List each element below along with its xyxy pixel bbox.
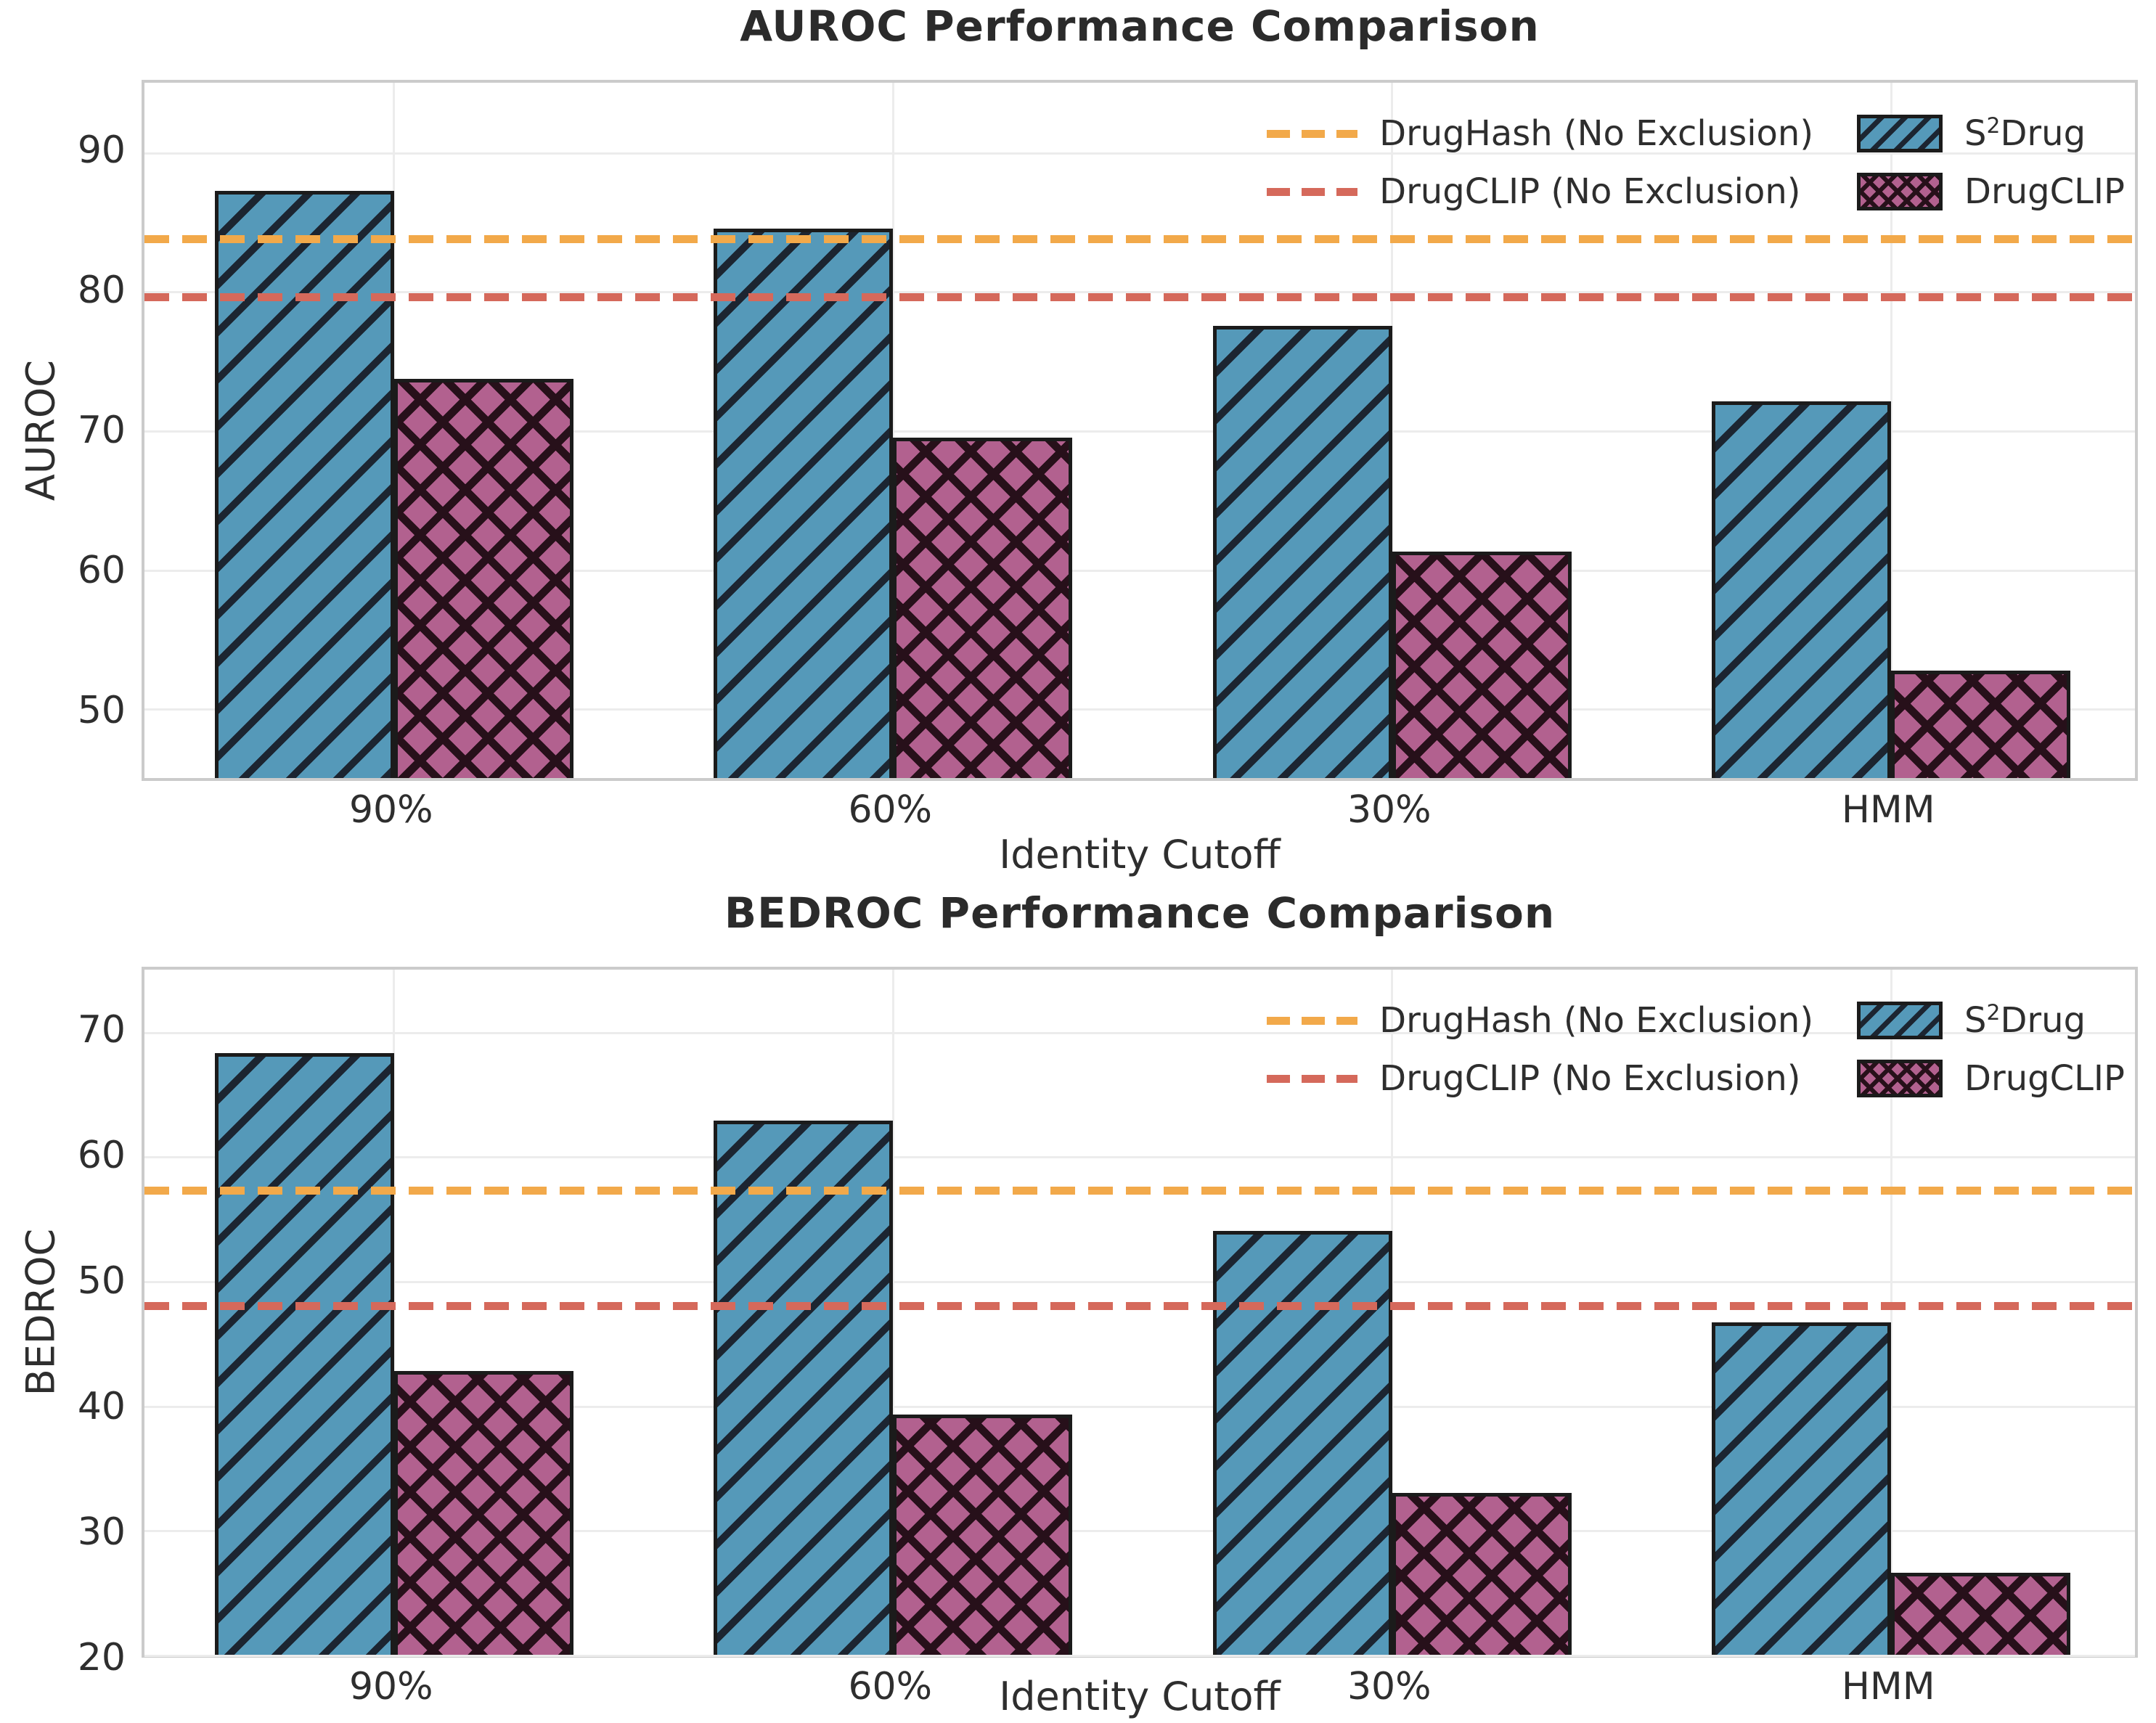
y-tick-label: 70 xyxy=(77,1007,126,1052)
h-gridline xyxy=(144,1530,2135,1533)
legend-entry-drugclip: DrugCLIP xyxy=(1857,1058,2125,1099)
bar-drugclip xyxy=(393,1370,573,1655)
legend-entry-drugclip-no-exclusion: DrugCLIP (No Exclusion) xyxy=(1267,171,1813,212)
h-gridline xyxy=(144,291,2135,294)
h-gridline xyxy=(144,1281,2135,1284)
dashed-line-sample xyxy=(1267,1016,1358,1025)
chart-title: AUROC Performance Comparison xyxy=(740,1,1540,51)
y-tick-label: 90 xyxy=(77,128,126,172)
bar-s2drug xyxy=(714,229,894,778)
x-tick-label: HMM xyxy=(1841,1665,1935,1708)
v-gridline xyxy=(891,970,894,1655)
legend-entry-drughash-no-exclusion: DrugHash (No Exclusion) xyxy=(1267,1000,1813,1041)
ref-line-drugclip-no-exclusion xyxy=(144,293,2135,302)
x-tick-label: 90% xyxy=(348,1665,433,1708)
x-axis-label: Identity Cutoff xyxy=(999,832,1281,877)
h-gridline xyxy=(144,430,2135,433)
y-axis-label: BEDROC xyxy=(17,1228,64,1396)
bar-s2drug xyxy=(1212,326,1392,778)
dashed-line-sample xyxy=(1267,1074,1358,1083)
h-gridline xyxy=(144,152,2135,155)
x-tick-label: 30% xyxy=(1347,788,1432,832)
ref-line-drugclip-no-exclusion xyxy=(144,1302,2135,1311)
chart-title: BEDROC Performance Comparison xyxy=(724,888,1556,938)
bar-s2drug xyxy=(214,191,394,778)
legend-entry-drugclip-no-exclusion: DrugCLIP (No Exclusion) xyxy=(1267,1058,1813,1099)
x-axis-label: Identity Cutoff xyxy=(999,1674,1281,1719)
y-tick-label: 50 xyxy=(77,689,126,733)
legend-entry-s2drug: S2Drug xyxy=(1857,113,2125,154)
y-tick-label: 70 xyxy=(77,409,126,452)
ref-line-drughash-no-exclusion xyxy=(144,1186,2135,1195)
h-gridline xyxy=(144,1031,2135,1034)
legend-label: DrugHash (No Exclusion) xyxy=(1379,113,1814,154)
bar-s2drug xyxy=(1212,1231,1392,1655)
legend-label: S2Drug xyxy=(1964,113,2086,154)
legend-label: DrugCLIP xyxy=(1964,1058,2125,1099)
x-tick-label: 30% xyxy=(1347,1665,1432,1708)
x-tick-label: 90% xyxy=(348,788,433,832)
v-gridline xyxy=(393,970,396,1655)
series-swatch xyxy=(1857,173,1943,210)
bar-drugclip xyxy=(393,379,573,778)
v-gridline xyxy=(1890,83,1892,778)
h-gridline xyxy=(144,1405,2135,1408)
series-swatch xyxy=(1857,1060,1943,1097)
v-gridline xyxy=(1391,970,1394,1655)
y-tick-label: 40 xyxy=(77,1384,126,1428)
legend-entry-drugclip: DrugCLIP xyxy=(1857,171,2125,212)
v-gridline xyxy=(1391,83,1394,778)
x-tick-label: 60% xyxy=(848,1665,933,1708)
legend-entry-drughash-no-exclusion: DrugHash (No Exclusion) xyxy=(1267,113,1813,154)
legend: DrugHash (No Exclusion) S2Drug DrugCLIP (N… xyxy=(1267,1000,2125,1099)
y-tick-label: 80 xyxy=(77,268,126,312)
y-tick-label: 60 xyxy=(77,1133,126,1177)
x-tick-label: HMM xyxy=(1841,788,1935,832)
y-tick-label: 50 xyxy=(77,1259,126,1303)
plot-area: DrugHash (No Exclusion) S2Drug DrugCLIP (N… xyxy=(142,80,2138,781)
v-gridline xyxy=(891,83,894,778)
legend-label: DrugCLIP (No Exclusion) xyxy=(1379,171,1801,212)
bar-drugclip xyxy=(1891,671,2071,778)
ref-line-drughash-no-exclusion xyxy=(144,234,2135,243)
plot-area: DrugHash (No Exclusion) S2Drug DrugCLIP (N… xyxy=(142,967,2138,1658)
legend-label: DrugCLIP xyxy=(1964,171,2125,212)
h-gridline xyxy=(144,569,2135,572)
dashed-line-sample xyxy=(1267,187,1358,196)
bar-s2drug xyxy=(714,1120,894,1655)
h-gridline xyxy=(144,1156,2135,1159)
bar-s2drug xyxy=(214,1052,394,1655)
v-gridline xyxy=(1890,970,1892,1655)
h-gridline xyxy=(144,708,2135,711)
bar-drugclip xyxy=(1891,1572,2071,1655)
dashed-line-sample xyxy=(1267,129,1358,138)
bar-s2drug xyxy=(1712,401,1892,778)
legend-label: S2Drug xyxy=(1964,1000,2086,1041)
h-gridline xyxy=(144,1655,2135,1657)
x-tick-label: 60% xyxy=(848,788,933,832)
legend-label: DrugHash (No Exclusion) xyxy=(1379,1000,1814,1041)
bar-drugclip xyxy=(1392,1492,1572,1655)
bar-drugclip xyxy=(893,1414,1073,1655)
y-tick-label: 30 xyxy=(77,1510,126,1554)
bar-drugclip xyxy=(1392,551,1572,778)
legend: DrugHash (No Exclusion) S2Drug DrugCLIP (N… xyxy=(1267,113,2125,212)
y-tick-label: 60 xyxy=(77,549,126,593)
legend-label: DrugCLIP (No Exclusion) xyxy=(1379,1058,1801,1099)
legend-entry-s2drug: S2Drug xyxy=(1857,1000,2125,1041)
series-swatch xyxy=(1857,115,1943,152)
y-tick-label: 20 xyxy=(77,1636,126,1679)
series-swatch xyxy=(1857,1002,1943,1039)
bar-drugclip xyxy=(893,437,1073,778)
bar-s2drug xyxy=(1712,1322,1892,1655)
